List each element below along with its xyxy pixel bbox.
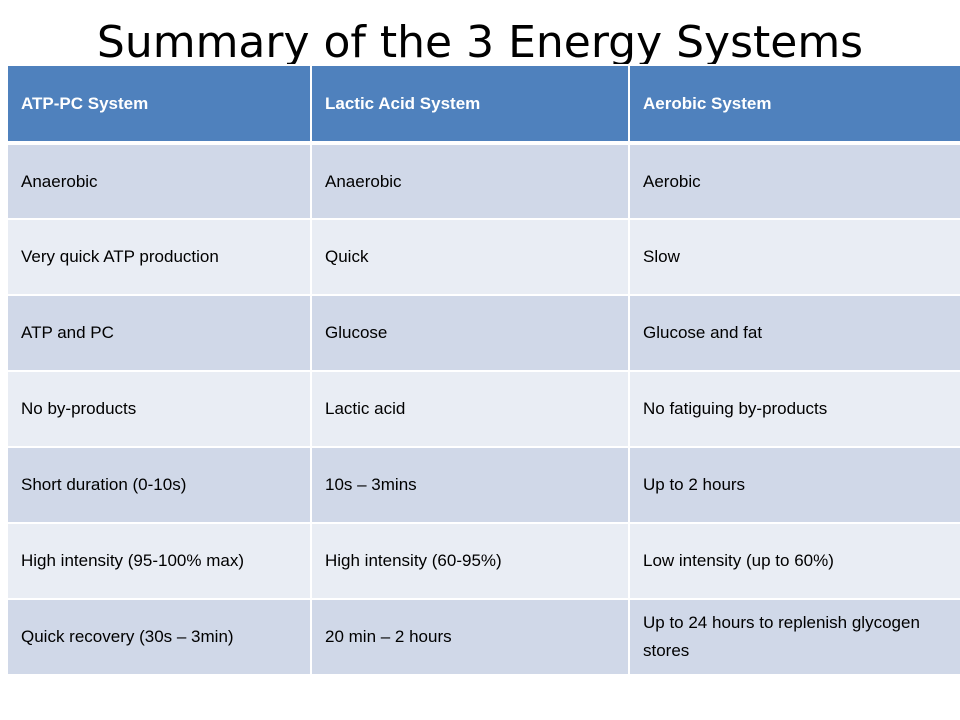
table-cell: Up to 24 hours to replenish glycogen sto… — [628, 598, 960, 676]
table-cell: No by-products — [6, 370, 312, 448]
table-cell: Slow — [628, 218, 960, 296]
table-row: Very quick ATP production Quick Slow — [6, 218, 960, 296]
table-cell: Low intensity (up to 60%) — [628, 522, 960, 600]
table-cell: Anaerobic — [6, 142, 312, 220]
column-header-lactic-acid: Lactic Acid System — [310, 64, 630, 145]
table-cell: 10s – 3mins — [310, 446, 630, 524]
table-row: Anaerobic Anaerobic Aerobic — [6, 142, 960, 220]
table-cell: Quick recovery (30s – 3min) — [6, 598, 312, 676]
table-cell: ATP and PC — [6, 294, 312, 372]
table-cell: Quick — [310, 218, 630, 296]
table-cell: Anaerobic — [310, 142, 630, 220]
column-header-atp-pc: ATP-PC System — [6, 64, 312, 145]
table-cell: Very quick ATP production — [6, 218, 312, 296]
table-cell: No fatiguing by-products — [628, 370, 960, 448]
table-row: No by-products Lactic acid No fatiguing … — [6, 370, 960, 448]
page-title: Summary of the 3 Energy Systems — [96, 17, 864, 68]
table-cell: Lactic acid — [310, 370, 630, 448]
energy-systems-table: ATP-PC System Lactic Acid System Aerobic… — [6, 64, 960, 676]
table-header-row: ATP-PC System Lactic Acid System Aerobic… — [6, 64, 960, 145]
table-cell: Glucose and fat — [628, 294, 960, 372]
table-cell: High intensity (95-100% max) — [6, 522, 312, 600]
table-cell: 20 min – 2 hours — [310, 598, 630, 676]
table-row: High intensity (95-100% max) High intens… — [6, 522, 960, 600]
table-cell: Aerobic — [628, 142, 960, 220]
table-cell: High intensity (60-95%) — [310, 522, 630, 600]
table-cell: Short duration (0-10s) — [6, 446, 312, 524]
table-cell: Glucose — [310, 294, 630, 372]
table-cell: Up to 2 hours — [628, 446, 960, 524]
table-row: Quick recovery (30s – 3min) 20 min – 2 h… — [6, 598, 960, 676]
table-row: Short duration (0-10s) 10s – 3mins Up to… — [6, 446, 960, 524]
table-row: ATP and PC Glucose Glucose and fat — [6, 294, 960, 372]
column-header-aerobic: Aerobic System — [628, 64, 960, 145]
